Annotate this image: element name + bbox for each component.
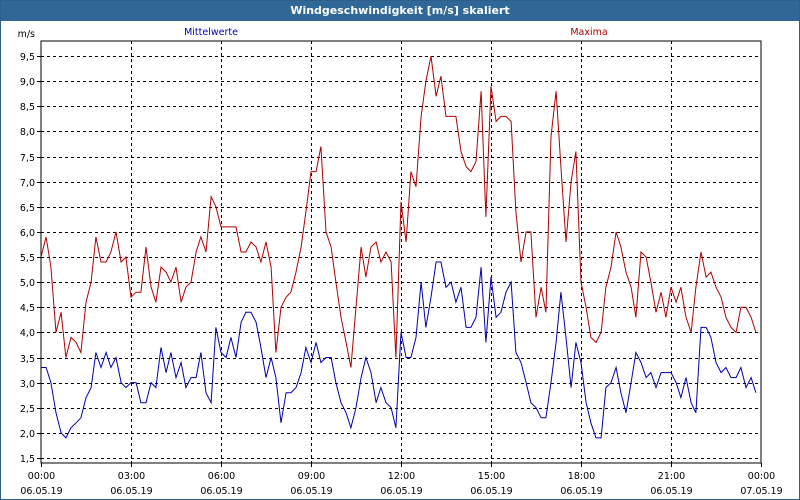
- x-tick-date: 06.05.19: [20, 486, 62, 497]
- x-tick-time: 21:00: [658, 471, 685, 482]
- x-tick-time: 00:00: [748, 471, 775, 482]
- legend-mittelwerte: Mittelwerte: [184, 27, 238, 38]
- window-title: Windgeschwindigkeit [m/s] skaliert: [1, 1, 799, 21]
- x-tick-time: 09:00: [298, 471, 325, 482]
- y-tick-label: 4,0: [20, 328, 35, 339]
- x-tick-time: 06:00: [208, 471, 235, 482]
- y-tick-label: 5,0: [20, 278, 35, 289]
- series-line-mittelwerte: [41, 261, 757, 439]
- y-axis-unit: m/s: [18, 29, 35, 40]
- y-tick-label: 4,5: [20, 303, 35, 314]
- y-tick-label: 6,5: [20, 203, 35, 214]
- y-tick-label: 3,0: [20, 379, 35, 390]
- y-tick-label: 3,5: [20, 354, 35, 365]
- y-tick-label: 7,0: [20, 178, 35, 189]
- x-tick-time: 03:00: [118, 471, 145, 482]
- y-tick-label: 8,0: [20, 127, 35, 138]
- y-tick-label: 6,0: [20, 228, 35, 239]
- x-tick-date: 06.05.19: [470, 486, 512, 497]
- x-tick-date: 06.05.19: [650, 486, 692, 497]
- y-tick-label: 9,0: [20, 77, 35, 88]
- x-tick-time: 18:00: [568, 471, 595, 482]
- y-tick-label: 9,5: [20, 52, 35, 63]
- x-tick-time: 12:00: [388, 471, 415, 482]
- y-tick-label: 8,5: [20, 102, 35, 113]
- x-tick-time: 15:00: [478, 471, 505, 482]
- y-tick-label: 2,5: [20, 404, 35, 415]
- x-tick-date: 06.05.19: [560, 486, 602, 497]
- x-tick-date: 06.05.19: [380, 486, 422, 497]
- x-tick-time: 00:00: [28, 471, 55, 482]
- x-tick-date: 06.05.19: [290, 486, 332, 497]
- x-tick-date: 06.05.19: [200, 486, 242, 497]
- y-tick-label: 7,5: [20, 153, 35, 164]
- x-tick-date: 07.05.19: [740, 486, 782, 497]
- x-tick-date: 06.05.19: [110, 486, 152, 497]
- y-tick-label: 2,0: [20, 429, 35, 440]
- y-tick-label: 5,5: [20, 253, 35, 264]
- y-tick-label: 1,5: [20, 454, 35, 465]
- legend-maxima: Maxima: [570, 27, 607, 38]
- series-line-maxima: [40, 56, 757, 368]
